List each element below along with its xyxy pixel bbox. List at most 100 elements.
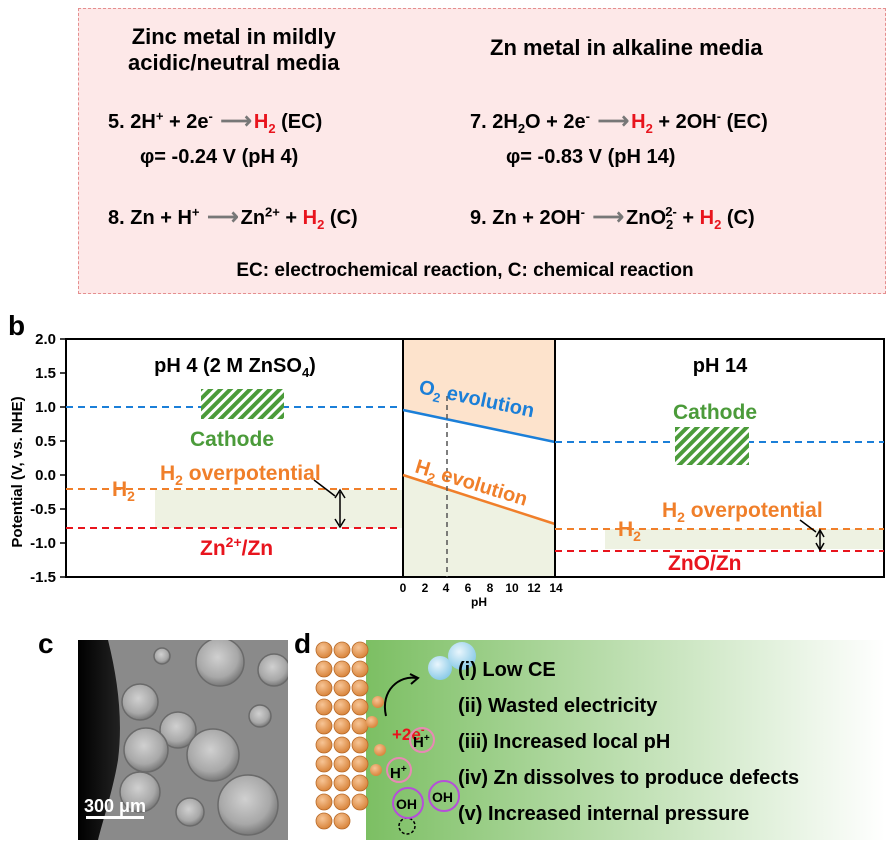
proton-label: H+ [413,733,430,751]
left-title-line2: acidic/neutral media [128,50,340,75]
zinc-atom [351,793,369,811]
hydroxide-label: OH [396,796,417,812]
zinc-atom [315,717,333,735]
zinc-atom [333,679,351,697]
panel-c-letter: c [38,628,54,659]
micrograph-image [78,640,288,840]
zinc-atom [351,679,369,697]
arrow-icon: ⟶ [220,108,252,133]
h2-label-left: H2 [112,478,135,504]
zinc-atom [333,812,351,830]
equation-9: 9. Zn + 2OH- ⟶ ZnO22- + H2 (C) [470,204,755,232]
zinc-atom [351,736,369,754]
zn-couple-label: Zn2+/Zn [200,534,273,560]
zinc-atom [333,641,351,659]
gas-bubble-small [428,656,452,680]
zinc-atom [315,755,333,773]
panel-b-letter: b [8,310,26,341]
zinc-atom [351,755,369,773]
cathode-hatch-right [675,427,749,465]
zinc-atom [333,774,351,792]
gas-bubble-large [448,642,476,670]
h2-label-right: H2 [618,518,641,544]
zinc-atom [315,736,333,754]
zinc-atom [333,793,351,811]
proton-label: H+ [390,764,407,782]
potential-ph14: φ= -0.83 V (pH 14) [506,146,676,168]
x-tick: 2 [422,581,429,595]
zinc-atom [333,660,351,678]
h2-evolution-line [402,473,556,526]
x-tick: 12 [527,581,541,595]
zinc-atom [315,660,333,678]
zinc-atom [351,660,369,678]
o2-evolution-line [402,408,556,444]
arrow-icon: ⟶ [597,108,630,133]
zinc-atom [315,774,333,792]
list-item: (ii) Wasted electricity [458,695,658,717]
zinc-lattice [315,641,369,830]
panel-a-box [78,8,886,294]
zinc-atom [315,812,333,830]
y-tick: 1.5 [35,365,56,382]
panel-d-letter: d [294,628,312,659]
electrode-schematic: +2e- H+ H+ OH OH [315,640,885,840]
x-tick: 0 [400,581,407,595]
list-item: (i) Low CE [458,659,556,681]
zinc-atom [315,679,333,697]
proton-circle [409,727,435,753]
overpotential-label-left: H2 overpotential [160,462,321,488]
arrow-icon: ⟶ [207,204,239,229]
zinc-atom [351,774,369,792]
panel-a-right-title: Zn metal in alkaline media [490,35,763,60]
h2-region [403,475,555,577]
zinc-atom [315,698,333,716]
zinc-atom [333,736,351,754]
hydroxide-label: OH [432,789,453,805]
scale-bar [86,816,144,819]
list-item: (v) Increased internal pressure [458,803,750,825]
potential-diagram: Potential (V, vs. NHE) 2.0 1.5 1.0 0.5 0… [9,331,885,609]
potential-ph4: φ= -0.24 V (pH 4) [140,146,299,168]
zinc-atom [351,698,369,716]
cathode-label-right: Cathode [673,401,757,424]
electron-transfer-arrow [383,676,417,717]
arrow-icon: ⟶ [592,204,625,229]
left-title-line1: Zinc metal in mildly [131,24,336,49]
x-tick: 14 [549,581,563,595]
zinc-atom [333,717,351,735]
overpotential-label-right: H2 overpotential [662,499,823,525]
y-tick: -1.5 [30,569,56,586]
hydroxide-circle [392,787,424,819]
zinc-atom [351,717,369,735]
equation-7: 7. 2H2O + 2e- ⟶ H2 + 2OH- (EC) [470,108,768,136]
y-tick: 1.0 [35,399,56,416]
x-axis-label: pH [471,595,487,609]
o2-region [403,339,555,442]
reaction-footnote: EC: electrochemical reaction, C: chemica… [236,260,694,281]
panel-a-left-title: Zinc metal in mildly acidic/neutral medi… [128,24,340,76]
x-tick-labels: 0 2 4 6 8 10 12 14 [400,581,563,595]
zinc-atom [315,641,333,659]
zinc-atom [351,641,369,659]
hydroxide-circle [428,780,460,812]
y-axis-label: Potential (V, vs. NHE) [9,396,26,547]
x-tick: 8 [487,581,494,595]
y-tick: 0.5 [35,433,56,450]
equation-8: 8. Zn + H+ ⟶ Zn2+ + H2 (C) [108,204,358,232]
list-item: (iii) Increased local pH [458,731,671,753]
x-tick: 6 [465,581,472,595]
y-tick: -1.0 [30,535,56,552]
y-tick-labels: 2.0 1.5 1.0 0.5 0.0 -0.5 -1.0 -1.5 [30,331,56,586]
list-item: (iv) Zn dissolves to produce defects [458,767,800,789]
zinc-atom [315,793,333,811]
h2-overpotential-band-left [155,490,403,528]
equation-5: 5. 2H+ + 2e- ⟶ H2 (EC) [108,108,323,136]
scale-bar-label: 300 μm [84,796,147,816]
proton-circle [386,757,412,783]
y-tick: 2.0 [35,331,56,348]
zinc-atom [333,755,351,773]
electron-label: +2e- [392,724,425,744]
consequence-list: (i) Low CE (ii) Wasted electricity (iii)… [458,652,799,832]
y-tick: 0.0 [35,467,56,484]
